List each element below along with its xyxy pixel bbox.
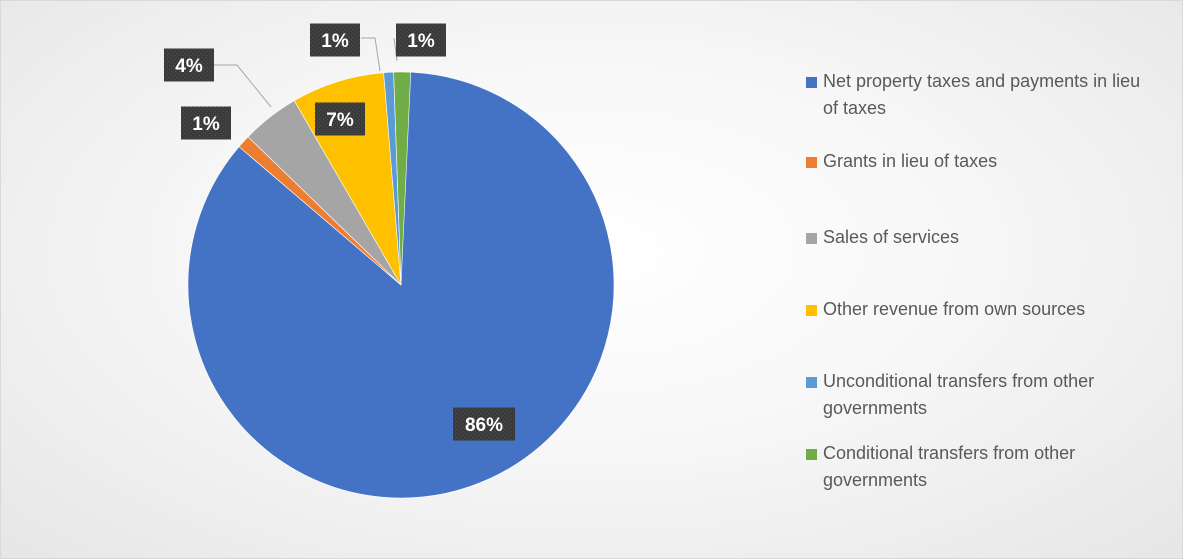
- legend-label: Grants in lieu of taxes: [823, 151, 998, 171]
- legend-item-unconditional-transfers: Unconditional transfers from other gover…: [806, 371, 1151, 422]
- data-label: 7%: [315, 102, 365, 136]
- data-label-text: 1%: [192, 114, 220, 135]
- legend-swatch: [806, 449, 817, 460]
- legend-swatch: [806, 305, 817, 316]
- data-label: 4%: [164, 48, 214, 82]
- data-label: 86%: [453, 407, 515, 441]
- legend-label: Unconditional transfers from other gover…: [823, 371, 1095, 418]
- legend-item-net-property-taxes: Net property taxes and payments in lieu …: [806, 71, 1151, 122]
- legend-item-sales-of-services: Sales of services: [806, 227, 959, 251]
- legend-swatch: [806, 157, 817, 168]
- leader-line: [213, 64, 272, 108]
- legend-swatch: [806, 233, 817, 244]
- legend-swatch: [806, 377, 817, 388]
- legend-item-grants-in-lieu: Grants in lieu of taxes: [806, 151, 997, 175]
- data-label: 1%: [181, 106, 231, 140]
- leader-line: [361, 37, 381, 72]
- data-label: 1%: [396, 23, 446, 57]
- data-label-box: [310, 23, 360, 57]
- legend-label: Sales of services: [823, 227, 960, 247]
- pie-slice-conditional-transfers: [393, 71, 412, 286]
- data-label-text: 1%: [321, 31, 349, 52]
- legend-label: Conditional transfers from other governm…: [823, 443, 1076, 490]
- legend-item-other-revenue: Other revenue from own sources: [806, 299, 1085, 323]
- data-labels: 86% 1% 4% 7% 1% 1%: [164, 23, 515, 441]
- data-label-box: [164, 48, 214, 82]
- data-label-text: 4%: [175, 56, 203, 77]
- data-label: 1%: [310, 23, 360, 57]
- legend-label: Net property taxes and payments in lieu …: [823, 71, 1141, 118]
- pie-slices: [187, 71, 615, 499]
- data-label-text: 7%: [326, 110, 354, 131]
- leader-lines: [213, 37, 398, 108]
- legend-swatch: [806, 77, 817, 88]
- data-label-box: [181, 106, 231, 140]
- data-label-box: [396, 23, 446, 57]
- data-label-text: 1%: [407, 31, 435, 52]
- leader-line: [393, 37, 398, 62]
- data-label-text: 86%: [465, 415, 503, 436]
- data-label-box: [315, 102, 365, 136]
- legend-item-conditional-transfers: Conditional transfers from other governm…: [806, 443, 1151, 494]
- data-label-box: [453, 407, 515, 441]
- legend-label: Other revenue from own sources: [823, 299, 1086, 319]
